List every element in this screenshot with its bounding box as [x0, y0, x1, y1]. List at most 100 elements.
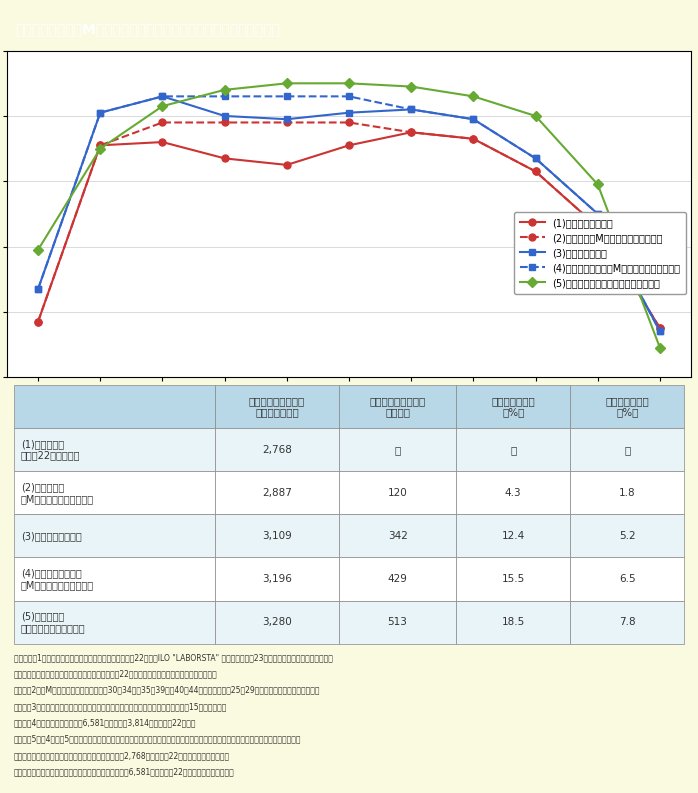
Text: 24: 24	[94, 420, 107, 430]
Text: 以: 以	[657, 408, 663, 418]
Text: 30: 30	[218, 394, 231, 404]
Text: 実績と比べた増加分
（万人）: 実績と比べた増加分 （万人）	[369, 396, 426, 418]
Text: 4.3: 4.3	[505, 488, 521, 498]
Bar	[215, 385, 339, 428]
Bar	[339, 557, 456, 600]
Text: 429: 429	[387, 574, 408, 584]
Text: 15.5: 15.5	[502, 574, 525, 584]
Text: 第１－２－３図　M字カーブ解消による女性の労働力人口増加の試算: 第１－２－３図 M字カーブ解消による女性の労働力人口増加の試算	[15, 22, 280, 36]
Text: 20: 20	[94, 394, 107, 404]
Bar	[215, 600, 339, 644]
Text: 1.8: 1.8	[619, 488, 635, 498]
Text: 増加率１　＊１
（%）: 増加率１ ＊１ （%）	[491, 396, 535, 418]
Bar	[339, 428, 456, 471]
Text: 120: 120	[387, 488, 408, 498]
Bar	[14, 471, 215, 515]
Text: 54: 54	[467, 420, 480, 430]
Bar	[215, 557, 339, 600]
Text: 50: 50	[467, 394, 480, 404]
Text: －: －	[510, 445, 517, 455]
Text: 〜: 〜	[470, 408, 476, 418]
Text: 7.8: 7.8	[619, 617, 635, 627]
Bar	[339, 385, 456, 428]
Text: －: －	[394, 445, 401, 455]
Text: 労働力人口（女性）
の試算（万人）: 労働力人口（女性） の試算（万人）	[248, 396, 305, 418]
Text: 35: 35	[280, 394, 293, 404]
Text: 6.5: 6.5	[619, 574, 635, 584]
Bar	[456, 600, 570, 644]
Text: 2．「M字カーブ解消の場合」は、30〜34歳、35〜39歳、40〜44歳の労働力率を25〜29歳と同じ数値と仮定したもの。: 2．「M字カーブ解消の場合」は、30〜34歳、35〜39歳、40〜44歳の労働力…	[14, 686, 320, 695]
Bar	[339, 515, 456, 557]
Text: 島県を除いた全国の実数であるため、22年の結果を引き続き使用することとする。: 島県を除いた全国の実数であるため、22年の結果を引き続き使用することとする。	[14, 669, 218, 679]
Text: ＊１「増加率１」：　労働力人口（女性）2,768万人（平成22年）を分母とした計算。: ＊１「増加率１」： 労働力人口（女性）2,768万人（平成22年）を分母とした計…	[14, 751, 230, 760]
Text: 64: 64	[592, 420, 604, 430]
Text: (3)潜在的労働力人口: (3)潜在的労働力人口	[21, 531, 82, 541]
Bar	[215, 471, 339, 515]
Text: 29: 29	[156, 420, 169, 430]
Text: 15: 15	[31, 394, 45, 404]
Text: 45: 45	[405, 394, 418, 404]
Text: 59: 59	[529, 420, 542, 430]
Text: 3,280: 3,280	[262, 617, 292, 627]
Text: 3．潜在的労働力率＝（労働力人口＋非労働力人口のうち就業希望の者）／15歳以上人口。: 3．潜在的労働力率＝（労働力人口＋非労働力人口のうち就業希望の者）／15歳以上人…	[14, 702, 227, 711]
Bar	[456, 471, 570, 515]
Bar	[456, 385, 570, 428]
Text: 〜: 〜	[408, 408, 414, 418]
Text: 12.4: 12.4	[502, 531, 525, 541]
Text: 19: 19	[32, 420, 44, 430]
Text: 2,887: 2,887	[262, 488, 292, 498]
Bar	[339, 600, 456, 644]
Text: 40: 40	[343, 394, 355, 404]
Text: 65: 65	[653, 394, 667, 404]
Text: 25: 25	[156, 394, 169, 404]
Legend: (1)労働力率（実績）, (2)労働力率（M字カーブ解消の場合）, (3)潜在的労働力率, (4)潜在的労働力率（M字カーブ解消の場合）, (5)労働力率がスウ: (1)労働力率（実績）, (2)労働力率（M字カーブ解消の場合）, (3)潜在的…	[514, 213, 686, 293]
Text: 18.5: 18.5	[502, 617, 525, 627]
Text: ＊２「増加率２」：　労働力人口（男女計）6,581万人（平成22年）を分母とした計算。: ＊２「増加率２」： 労働力人口（男女計）6,581万人（平成22年）を分母とした…	[14, 768, 235, 776]
Bar	[14, 515, 215, 557]
Bar	[14, 385, 215, 428]
Text: (2)労働力人口
（M字カーブ解消の場合）: (2)労働力人口 （M字カーブ解消の場合）	[21, 482, 94, 504]
Text: 34: 34	[218, 420, 231, 430]
Text: 60: 60	[591, 394, 604, 404]
Text: 5．（4）、（5）の労働力人口の試算は、年齢階級別の人口にそれぞれのケースの年齢階級別労働力率を乗じ、合計したもの。: 5．（4）、（5）の労働力人口の試算は、年齢階級別の人口にそれぞれのケースの年齢…	[14, 735, 302, 744]
Bar	[570, 428, 684, 471]
Text: 5.2: 5.2	[619, 531, 635, 541]
Text: 〜: 〜	[595, 408, 601, 418]
Bar	[339, 471, 456, 515]
Text: 55: 55	[529, 394, 542, 404]
Text: 342: 342	[387, 531, 408, 541]
Text: 〜: 〜	[35, 408, 41, 418]
Bar	[570, 600, 684, 644]
Text: 2,768: 2,768	[262, 445, 292, 455]
Bar	[570, 557, 684, 600]
Text: 〜: 〜	[533, 408, 538, 418]
Text: 513: 513	[387, 617, 408, 627]
Text: －: －	[624, 445, 630, 455]
Text: 〜: 〜	[160, 408, 165, 418]
Text: 39: 39	[281, 420, 293, 430]
Bar	[14, 428, 215, 471]
Bar	[215, 515, 339, 557]
Text: (5)労働力率が
スウェーデンと同じ場合: (5)労働力率が スウェーデンと同じ場合	[21, 611, 85, 633]
Bar	[14, 557, 215, 600]
Bar	[456, 557, 570, 600]
Bar	[456, 515, 570, 557]
Text: 〜: 〜	[284, 408, 290, 418]
Text: 〜: 〜	[346, 408, 352, 418]
Bar	[215, 428, 339, 471]
Bar	[14, 600, 215, 644]
Text: 上: 上	[657, 420, 663, 430]
Text: 3,196: 3,196	[262, 574, 292, 584]
Text: 3,109: 3,109	[262, 531, 292, 541]
Text: 4．労働力人口男女計：6,581万人、男性3,814万人（平成22年）。: 4．労働力人口男女計：6,581万人、男性3,814万人（平成22年）。	[14, 718, 196, 727]
Text: 増加率２　＊２
（%）: 増加率２ ＊２ （%）	[605, 396, 649, 418]
Text: (1)労働力人口
（平成22年度実績）: (1)労働力人口 （平成22年度実績）	[21, 439, 80, 461]
Text: 44: 44	[343, 420, 355, 430]
Text: (4)潜在的労働力人口
（M字カーブ解消の場合）: (4)潜在的労働力人口 （M字カーブ解消の場合）	[21, 569, 94, 590]
Bar	[570, 385, 684, 428]
Text: （備考）　1．総務省「労働力調査（詳細集計）」（平成22年）、ILO "LABORSTA" より作成。平成23年の結果は岩手県、宮城県及び福: （備考） 1．総務省「労働力調査（詳細集計）」（平成22年）、ILO "LABO…	[14, 653, 333, 662]
Bar	[570, 471, 684, 515]
Text: 〜: 〜	[97, 408, 103, 418]
Text: 49: 49	[405, 420, 417, 430]
Bar	[570, 515, 684, 557]
